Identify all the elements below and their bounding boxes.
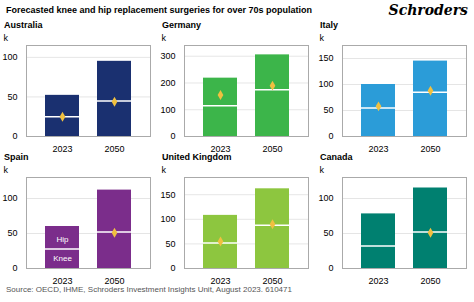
svg-text:150: 150 <box>318 53 333 63</box>
svg-text:k: k <box>320 33 325 43</box>
html-text:Schroders: Schroders <box>388 2 468 18</box>
html-text:Germany: Germany <box>162 20 201 30</box>
svg-text:k: k <box>4 33 9 43</box>
html-text:Canada: Canada <box>320 152 353 162</box>
html-text:Spain: Spain <box>4 152 29 162</box>
html-text:Australia: Australia <box>4 20 43 30</box>
svg-text:100: 100 <box>2 193 17 203</box>
svg-text:2023: 2023 <box>368 276 388 284</box>
svg-text:100: 100 <box>318 79 333 89</box>
svg-text:2023: 2023 <box>368 144 388 152</box>
svg-text:0: 0 <box>170 131 175 141</box>
html-text:Forecasted knee and hip replac: Forecasted knee and hip replacement surg… <box>6 5 313 15</box>
svg-text:100: 100 <box>160 105 175 115</box>
svg-text:50: 50 <box>323 228 333 238</box>
svg-text:2050: 2050 <box>262 144 282 152</box>
svg-text:300: 300 <box>160 51 175 61</box>
svg-text:200: 200 <box>160 78 175 88</box>
svg-text:0: 0 <box>328 131 333 141</box>
svg-text:2050: 2050 <box>420 276 440 284</box>
svg-text:Hip: Hip <box>56 235 69 244</box>
svg-text:100: 100 <box>160 214 175 224</box>
svg-text:2023: 2023 <box>210 276 230 284</box>
svg-text:Knee: Knee <box>53 254 72 263</box>
html-text:Source: OECD, IHME, Schroders: Source: OECD, IHME, Schroders Investment… <box>6 285 292 294</box>
svg-text:50: 50 <box>323 105 333 115</box>
svg-text:2050: 2050 <box>104 144 124 152</box>
svg-text:k: k <box>320 165 325 175</box>
svg-text:0: 0 <box>170 263 175 273</box>
svg-text:150: 150 <box>160 190 175 200</box>
svg-text:2023: 2023 <box>210 144 230 152</box>
html-text:Italy: Italy <box>320 20 338 30</box>
svg-text:2050: 2050 <box>420 144 440 152</box>
svg-text:50: 50 <box>7 228 17 238</box>
svg-text:100: 100 <box>318 193 333 203</box>
svg-text:k: k <box>162 165 167 175</box>
svg-text:0: 0 <box>12 263 17 273</box>
svg-text:2050: 2050 <box>104 276 124 284</box>
svg-text:50: 50 <box>7 92 17 102</box>
svg-text:k: k <box>162 33 167 43</box>
svg-text:0: 0 <box>328 263 333 273</box>
svg-text:0: 0 <box>12 131 17 141</box>
html-text:United Kingdom: United Kingdom <box>162 152 232 162</box>
svg-text:2023: 2023 <box>52 276 72 284</box>
svg-text:2050: 2050 <box>262 276 282 284</box>
svg-text:50: 50 <box>165 239 175 249</box>
svg-text:2023: 2023 <box>52 144 72 152</box>
svg-text:k: k <box>4 165 9 175</box>
svg-text:100: 100 <box>2 52 17 62</box>
